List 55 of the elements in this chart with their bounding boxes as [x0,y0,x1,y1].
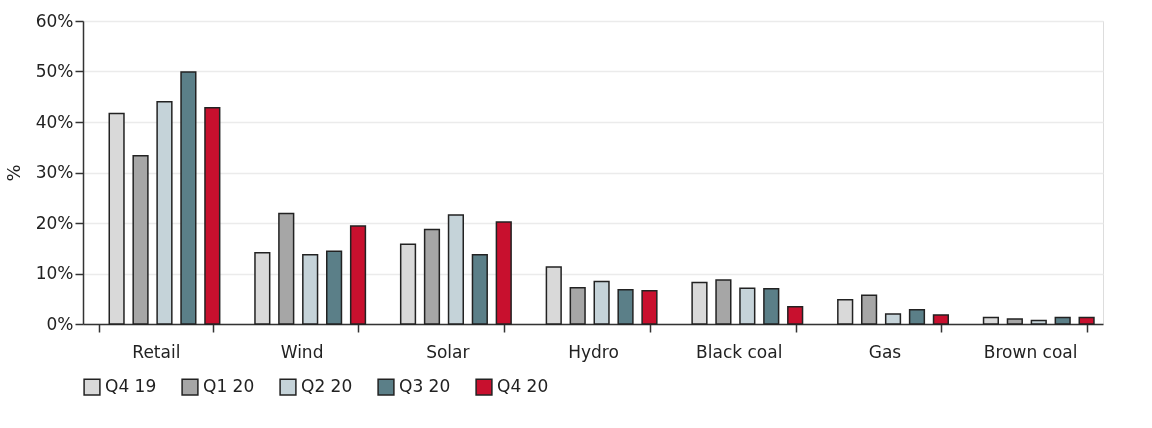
bar [763,287,780,325]
x-tick-label: Gas [868,341,902,362]
bar [837,299,854,325]
bar [787,306,804,325]
bar [982,316,1000,325]
bar [254,252,271,325]
bar [108,112,125,325]
x-tick-label: Black coal [696,341,783,362]
bar [908,309,926,325]
y-tick-label: 60% [35,10,74,31]
x-tick-label: Solar [426,341,470,362]
bar [545,266,562,325]
y-tick-label: 10% [35,263,74,283]
bar [156,101,173,325]
bar [932,314,950,325]
bar [884,313,902,325]
bar [471,254,488,325]
bar [399,243,417,325]
bar [1054,316,1071,325]
bar [278,212,295,325]
bar [349,225,367,325]
x-tick-label: Brown coal [983,341,1078,362]
y-tick-label: 40% [35,111,74,132]
y-tick-label: 30% [35,162,74,182]
bar [302,254,319,325]
y-tick-label: 50% [35,61,74,81]
bar [495,221,512,325]
bar [1078,316,1095,325]
x-tick-label: Hydro [568,341,619,362]
bar [593,280,610,325]
bar [180,71,197,325]
bar [715,279,732,325]
legend-label: Q3 20 [399,376,451,397]
bar [447,214,465,325]
bar [617,288,634,325]
legend-label: Q4 19 [105,376,157,397]
y-tick-label: 20% [35,212,74,233]
legend-label: Q2 20 [301,376,353,397]
y-tick-label: 0% [46,313,74,334]
x-tick-label: Retail [132,341,181,362]
bar [569,286,586,325]
bar [132,155,149,325]
bar [204,107,221,325]
bar [1006,318,1023,325]
legend-label: Q1 20 [203,376,255,397]
bar [861,294,878,325]
bar [691,281,708,325]
bar [641,289,658,325]
bar [739,287,756,325]
bar [326,250,343,325]
x-tick-label: Wind [280,341,324,362]
bar [1030,319,1047,325]
bar [423,228,441,325]
y-axis-title: % [2,164,24,182]
legend-label: Q4 20 [497,376,549,397]
